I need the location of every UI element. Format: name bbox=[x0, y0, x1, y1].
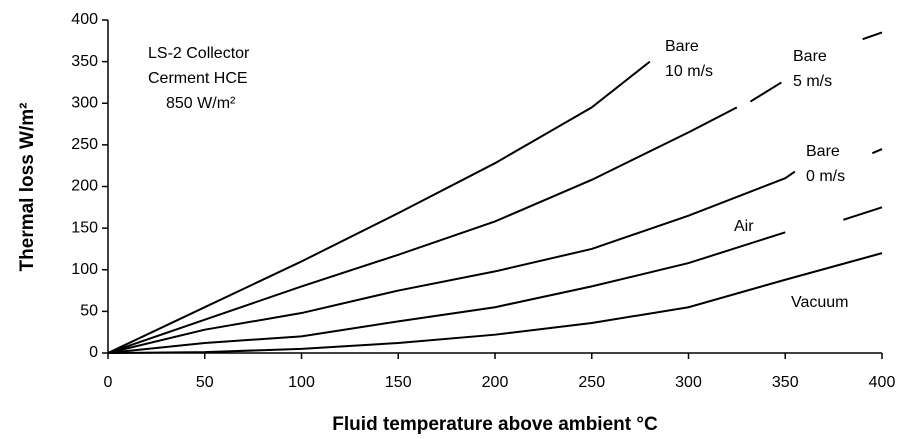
series-label: 0 m/s bbox=[806, 168, 845, 185]
y-axis-title: Thermal loss W/m² bbox=[17, 103, 38, 272]
series-label: 10 m/s bbox=[665, 63, 713, 80]
series-label: Air bbox=[734, 218, 754, 235]
series-line bbox=[107, 31, 883, 354]
x-tick-label: 350 bbox=[772, 374, 799, 391]
series-line bbox=[107, 252, 883, 354]
series-label: 5 m/s bbox=[793, 73, 832, 90]
y-tick-label: 100 bbox=[71, 261, 98, 278]
x-tick-label: 400 bbox=[869, 374, 896, 391]
series-label: Bare bbox=[665, 38, 699, 55]
annotation: Cerment HCE bbox=[148, 70, 248, 87]
y-tick-label: 50 bbox=[80, 303, 98, 320]
y-tick-label: 300 bbox=[71, 94, 98, 111]
series-label: Bare bbox=[806, 143, 840, 160]
annotation: LS-2 Collector bbox=[148, 45, 250, 62]
y-tick-label: 250 bbox=[71, 136, 98, 153]
x-tick-label: 150 bbox=[385, 374, 412, 391]
series-line bbox=[107, 206, 883, 354]
x-tick-label: 100 bbox=[288, 374, 315, 391]
x-tick-label: 50 bbox=[196, 374, 214, 391]
x-axis-title: Fluid temperature above ambient °C bbox=[332, 414, 658, 435]
x-tick-label: 250 bbox=[578, 374, 605, 391]
x-tick-label: 300 bbox=[675, 374, 702, 391]
x-tick-label: 0 bbox=[104, 374, 113, 391]
annotation: 850 W/m² bbox=[166, 95, 236, 112]
y-tick-label: 0 bbox=[89, 344, 98, 361]
series-label: Bare bbox=[793, 48, 827, 65]
y-tick-label: 350 bbox=[71, 53, 98, 70]
y-tick-label: 400 bbox=[71, 11, 98, 28]
series-line bbox=[107, 60, 651, 354]
x-tick-label: 200 bbox=[482, 374, 509, 391]
y-tick-label: 150 bbox=[71, 219, 98, 236]
series-label: Vacuum bbox=[791, 294, 849, 311]
series-line bbox=[107, 148, 883, 354]
y-tick-label: 200 bbox=[71, 178, 98, 195]
